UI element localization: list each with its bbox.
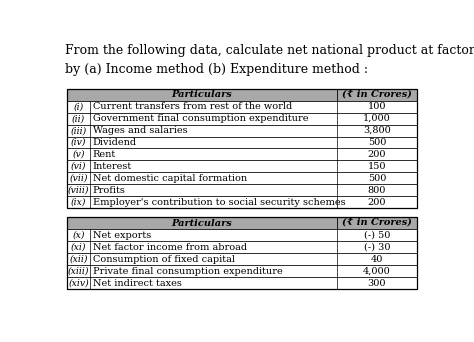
Bar: [67, 160, 417, 172]
Text: Wages and salaries: Wages and salaries: [92, 126, 187, 135]
Text: From the following data, calculate net national product at factor cost
by (a) In: From the following data, calculate net n…: [65, 44, 474, 76]
Text: 3,800: 3,800: [363, 126, 391, 135]
Text: 800: 800: [368, 186, 386, 195]
Text: 40: 40: [371, 255, 383, 264]
Text: Current transfers from rest of the world: Current transfers from rest of the world: [92, 102, 292, 111]
Bar: [67, 277, 417, 289]
Text: (xiii): (xiii): [68, 266, 90, 276]
Text: (v): (v): [73, 150, 85, 159]
Text: Profits: Profits: [92, 186, 126, 195]
Text: 300: 300: [368, 278, 386, 288]
Text: (₹ in Crores): (₹ in Crores): [342, 90, 412, 100]
Text: (iv): (iv): [71, 138, 86, 147]
Text: (x): (x): [73, 231, 85, 240]
Bar: [67, 136, 417, 148]
Text: 100: 100: [368, 102, 386, 111]
Bar: [67, 89, 417, 101]
Text: Net domestic capital formation: Net domestic capital formation: [92, 174, 246, 183]
Bar: [67, 265, 417, 277]
Bar: [67, 172, 417, 184]
Text: (xii): (xii): [69, 255, 88, 264]
Bar: [67, 218, 417, 229]
Text: Employer's contribution to social security schemes: Employer's contribution to social securi…: [92, 198, 345, 207]
Text: Net indirect taxes: Net indirect taxes: [92, 278, 182, 288]
Bar: [67, 148, 417, 160]
Bar: [67, 218, 417, 289]
Text: Consumption of fixed capital: Consumption of fixed capital: [92, 255, 235, 264]
Text: Private final consumption expenditure: Private final consumption expenditure: [92, 266, 283, 276]
Text: Particulars: Particulars: [172, 90, 232, 99]
Text: (viii): (viii): [68, 186, 90, 195]
Bar: [67, 113, 417, 124]
Text: Net factor income from abroad: Net factor income from abroad: [92, 243, 246, 252]
Text: (xi): (xi): [71, 243, 86, 252]
Text: (iii): (iii): [71, 126, 87, 135]
Text: (-) 50: (-) 50: [364, 231, 390, 240]
Text: 200: 200: [368, 198, 386, 207]
Bar: [67, 89, 417, 208]
Text: (vi): (vi): [71, 162, 86, 171]
Bar: [67, 101, 417, 113]
Text: 4,000: 4,000: [363, 266, 391, 276]
Text: (xiv): (xiv): [68, 278, 89, 288]
Bar: [67, 124, 417, 136]
Bar: [67, 229, 417, 241]
Text: (-) 30: (-) 30: [364, 243, 390, 252]
Text: Net exports: Net exports: [92, 231, 151, 240]
Text: 1,000: 1,000: [363, 114, 391, 123]
Text: Dividend: Dividend: [92, 138, 137, 147]
Text: Government final consumption expenditure: Government final consumption expenditure: [92, 114, 308, 123]
Text: Particulars: Particulars: [172, 219, 232, 228]
Bar: [67, 184, 417, 196]
Text: 200: 200: [368, 150, 386, 159]
Text: 150: 150: [368, 162, 386, 171]
Bar: [67, 253, 417, 265]
Text: (ii): (ii): [72, 114, 85, 123]
Text: 500: 500: [368, 174, 386, 183]
Text: Rent: Rent: [92, 150, 116, 159]
Text: (₹ in Crores): (₹ in Crores): [342, 219, 412, 228]
Text: (vii): (vii): [69, 174, 88, 183]
Text: Interest: Interest: [92, 162, 132, 171]
Text: 500: 500: [368, 138, 386, 147]
Bar: [67, 241, 417, 253]
Bar: [67, 196, 417, 208]
Text: (i): (i): [73, 102, 84, 111]
Text: (ix): (ix): [71, 198, 86, 207]
